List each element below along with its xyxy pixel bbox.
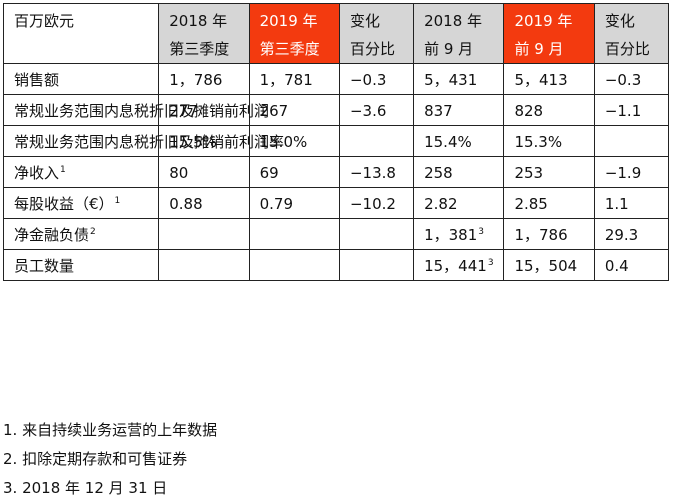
table-cell: 5，431 [413,63,505,95]
row-label: 常规业务范围内息税折旧及摊销前利润 [2,94,269,126]
table-cell: 2.82 [413,187,505,219]
table-cell: 277 [158,94,250,126]
table-row: 员工数量 15，4413 15，504 0.4 [2,249,670,281]
table-row: 净金融负债2 1，3813 1，786 29.3 [2,218,670,250]
table-cell: 15.3% [503,125,595,157]
footnote: 3. 2018 年 12 月 31 日 [3,479,168,497]
footnote: 1. 来自持续业务运营的上年数据 [3,421,218,439]
table-cell: −0.3 [338,63,415,95]
table-row: 净收入1 80 69 −13.8 258 253 −1.9 [2,156,670,188]
col-header-2018-q3: 2018 年第三季度 [158,3,250,64]
table-cell [338,249,415,281]
table-cell: 258 [413,156,505,188]
row-label: 净收入1 [2,156,160,188]
table-cell: 267 [248,94,340,126]
table-cell: 1，786 [158,63,250,95]
table-cell: −13.8 [338,156,415,188]
table-cell [338,218,415,250]
table-cell: 1，781 [248,63,340,95]
col-header-2018-9m: 2018 年前 9 月 [413,3,505,64]
table-cell: 1.1 [593,187,670,219]
table-cell: −10.2 [338,187,415,219]
table-cell: 253 [503,156,595,188]
table-cell: 0.79 [248,187,340,219]
table-cell: 15，4413 [413,249,505,281]
table-cell: 0.88 [158,187,250,219]
table-cell [248,218,340,250]
table-row: 常规业务范围内息税折旧及摊销前利润率 15.5% 15.0% 15.4% 15.… [2,125,670,157]
table-cell [248,249,340,281]
table-header-row: 百万欧元 2018 年第三季度 2019 年第三季度 变化 百分比 2018 年前… [2,3,670,64]
financial-summary-table: 百万欧元 2018 年第三季度 2019 年第三季度 变化 百分比 2018 年前… [2,3,670,281]
table-cell: 15.4% [413,125,505,157]
table-row: 常规业务范围内息税折旧及摊销前利润 277 267 −3.6 837 828 −… [2,94,670,126]
table-cell: 1，786 [503,218,595,250]
table-cell: −1.9 [593,156,670,188]
table-cell: 828 [503,94,595,126]
table-row: 每股收益（€）1 0.88 0.79 −10.2 2.82 2.85 1.1 [2,187,670,219]
table-row: 销售额 1，786 1，781 −0.3 5，431 5，413 −0.3 [2,63,670,95]
table-cell: −3.6 [338,94,415,126]
table-cell [158,249,250,281]
table-cell: 15，504 [503,249,595,281]
footnotes: 1. 来自持续业务运营的上年数据 2. 扣除定期存款和可售证券 3. 2018 … [3,416,217,503]
col-header-2019-q3: 2019 年第三季度 [248,3,340,64]
row-label: 净金融负债2 [2,218,160,250]
table-cell: 2.85 [503,187,595,219]
col-header-change-q3: 变化 百分比 [338,3,415,64]
row-label: 销售额 [2,63,160,95]
table-cell: 5，413 [503,63,595,95]
table-cell: 837 [413,94,505,126]
table-cell: −1.1 [593,94,670,126]
table-cell: 69 [248,156,340,188]
row-label: 员工数量 [2,249,160,281]
table-cell: 80 [158,156,250,188]
col-header-2019-9m: 2019 年前 9 月 [503,3,595,64]
table-cell: 0.4 [593,249,670,281]
row-label: 常规业务范围内息税折旧及摊销前利润率 [2,125,284,157]
row-label: 每股收益（€）1 [2,187,160,219]
table-cell [338,125,415,157]
table-cell: −0.3 [593,63,670,95]
table-cell: 1，3813 [413,218,505,250]
footnote: 2. 扣除定期存款和可售证券 [3,450,188,468]
table-cell [158,218,250,250]
table-cell: 15.5% [158,125,250,157]
table-cell: 29.3 [593,218,670,250]
col-header-change-9m: 变化 百分比 [593,3,670,64]
table-cell [593,125,670,157]
table-cell: 15.0% [248,125,340,157]
unit-header: 百万欧元 [2,3,160,64]
